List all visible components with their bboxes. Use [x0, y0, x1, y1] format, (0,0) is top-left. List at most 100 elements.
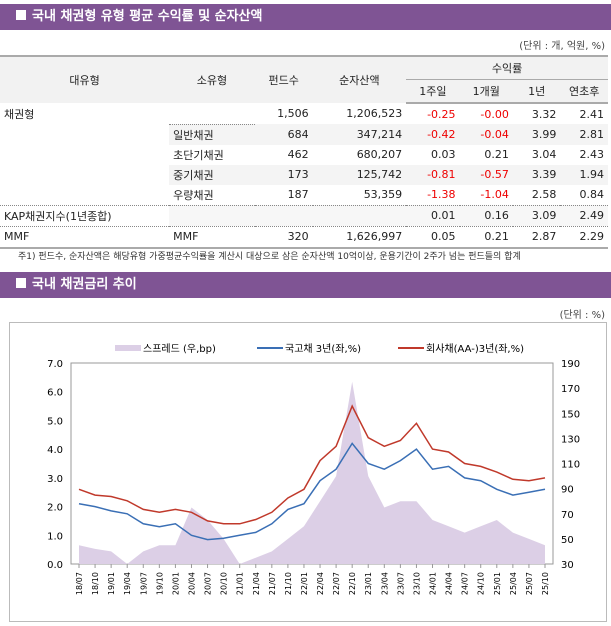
- section-title: 국내 채권금리 추이: [32, 277, 137, 292]
- x-tick-label: 19/10: [155, 572, 164, 595]
- cell-y1: 3.32: [531, 107, 557, 121]
- y-right-tick: 170: [561, 384, 580, 395]
- col-funds: 펀드수: [254, 55, 313, 103]
- cell-w1: -0.42: [406, 124, 460, 145]
- x-tick-label: 25/01: [493, 572, 502, 595]
- y-right-tick: 110: [561, 460, 580, 471]
- y-left-tick: 7.0: [47, 359, 63, 370]
- cell-minor: 우량채권: [173, 188, 214, 202]
- cell-m1: 0.16: [459, 204, 513, 226]
- cell-minor: [169, 103, 255, 124]
- y-right-tick: 90: [561, 485, 574, 496]
- cell-funds: 173: [254, 164, 313, 185]
- col-returns: 수익률: [406, 55, 608, 80]
- y-left-tick: 0.0: [47, 560, 63, 571]
- x-tick-label: 23/01: [364, 572, 373, 595]
- cell-funds: 462: [287, 148, 309, 161]
- cell-major: MMF: [0, 225, 170, 249]
- x-tick-label: 24/04: [445, 572, 454, 595]
- cell-ytd: 1.94: [560, 164, 608, 185]
- col-1m: 1개월: [459, 79, 513, 104]
- cell-m1: -1.04: [480, 188, 509, 201]
- cell-assets: 1,206,523: [346, 107, 403, 120]
- footnote: 주1) 펀드수, 순자산액은 해당유형 가중평균수익률을 계산시 대상으로 삼은…: [18, 252, 521, 262]
- y-right-tick: 190: [561, 359, 580, 370]
- cell-m1: -0.04: [459, 124, 513, 145]
- col-major: 대유형: [0, 55, 170, 103]
- y-left-tick: 1.0: [47, 531, 63, 542]
- cell-major: [0, 165, 169, 185]
- cell-funds: 684: [254, 124, 313, 145]
- x-tick-label: 25/07: [525, 572, 534, 595]
- unit-label: (단위 : %): [559, 310, 605, 321]
- cell-minor: 중기채권: [169, 164, 255, 185]
- x-tick-label: 23/04: [380, 572, 389, 595]
- cell-funds: 187: [287, 188, 309, 201]
- cell-assets: 347,214: [312, 124, 407, 145]
- x-tick-label: 18/07: [75, 572, 84, 595]
- cell-ytd: 0.84: [579, 188, 605, 201]
- x-tick-label: 21/04: [252, 572, 261, 595]
- cell-ytd: 2.41: [579, 107, 605, 121]
- col-assets: 순자산액: [312, 55, 407, 103]
- cell-minor: [169, 204, 255, 226]
- x-tick-label: 20/07: [204, 572, 213, 595]
- y-right-tick: 30: [561, 560, 574, 571]
- cell-minor: 일반채권: [169, 123, 255, 145]
- cell-y1: 2.87: [512, 225, 561, 249]
- table-row: 우량채권 187 53,359 -1.38 -1.04 2.58 0.84: [0, 185, 608, 206]
- col-minor: 소유형: [169, 55, 255, 103]
- x-tick-label: 24/01: [429, 572, 438, 595]
- cell-w1: 0.01: [406, 204, 460, 226]
- section-header-returns: 국내 채권형 유형 평균 수익률 및 순자산액: [0, 4, 611, 30]
- x-tick-label: 21/10: [284, 572, 293, 595]
- cell-assets: 125,742: [312, 164, 407, 185]
- y-left-tick: 2.0: [47, 503, 63, 514]
- cell-ytd: 2.81: [560, 124, 608, 145]
- series-line-1: [78, 442, 546, 541]
- x-tick-label: 23/07: [396, 572, 405, 595]
- cell-ytd: 2.29: [560, 225, 608, 249]
- cell-assets: 53,359: [363, 188, 403, 201]
- series-area-spread: [79, 381, 545, 564]
- table-row: 중기채권 173 125,742 -0.81 -0.57 3.39 1.94: [0, 164, 608, 185]
- cell-minor: 초단기채권: [173, 148, 224, 162]
- cell-y1: 2.58: [531, 188, 557, 201]
- cell-funds: [254, 204, 313, 226]
- x-tick-label: 19/07: [139, 572, 148, 595]
- cell-w1: -1.38: [427, 188, 456, 201]
- cell-y1: 3.39: [512, 164, 561, 185]
- cell-m1: 0.21: [459, 225, 513, 249]
- y-left-tick: 4.0: [47, 445, 63, 456]
- cell-assets: 1,626,997: [312, 225, 407, 249]
- col-ytd: 연초후: [560, 79, 608, 104]
- x-tick-label: 23/10: [412, 572, 421, 595]
- x-tick-label: 22/10: [348, 572, 357, 595]
- y-left-tick: 5.0: [47, 416, 63, 427]
- x-tick-label: 20/10: [220, 572, 229, 595]
- cell-minor: MMF: [169, 225, 255, 249]
- cell-major: 채권형: [4, 107, 35, 121]
- x-tick-label: 19/01: [107, 572, 116, 595]
- y-left-tick: 3.0: [47, 474, 63, 485]
- y-right-tick: 50: [561, 535, 574, 546]
- x-tick-label: 21/01: [236, 572, 245, 595]
- table-row: KAP채권지수(1년종합) 0.01 0.16 3.09 2.49: [0, 204, 608, 226]
- table-row: 채권형 1,506 1,206,523 -0.25 -0.00 3.32 2.41: [0, 103, 608, 124]
- legend-swatch: [115, 345, 141, 351]
- rates-chart: 0.0 1.0 2.0 3.0 4.0 5.0 6.0 7.0 30 50 70 90 110 130 15…: [47, 343, 580, 595]
- col-1y: 1년: [512, 79, 561, 104]
- x-tick-label: 25/04: [509, 572, 518, 595]
- section-header-rates: 국내 채권금리 추이: [0, 272, 611, 298]
- y-right-tick: 70: [561, 510, 574, 521]
- x-tick-label: 22/04: [316, 572, 325, 595]
- x-tick-label: 18/10: [91, 572, 100, 595]
- table-row: 초단기채권 462 680,207 0.03 0.21 3.04 2.43: [0, 145, 608, 165]
- y-left-tick: 6.0: [47, 388, 63, 399]
- returns-table: 대유형 소유형 펀드수 순자산액 수익률 1주일 1개월 1년 연초후 채권형 1,506 1,2…: [0, 55, 608, 249]
- legend-label: 국고채 3년(좌,%): [285, 343, 361, 355]
- x-tick-label: 20/01: [171, 572, 180, 595]
- cell-y1: 3.99: [512, 124, 561, 145]
- cell-ytd: 2.43: [579, 148, 605, 161]
- x-tick-label: 24/10: [477, 572, 486, 595]
